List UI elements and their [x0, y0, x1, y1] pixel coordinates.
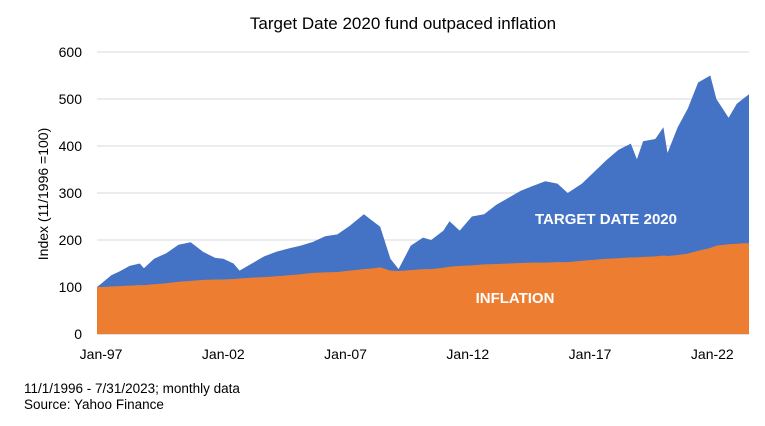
- series-areas: [97, 75, 749, 334]
- x-tick-label: Jan-12: [446, 346, 489, 362]
- y-tick-label: 500: [59, 91, 83, 107]
- x-tick-label: Jan-22: [691, 346, 734, 362]
- series-area-inflation: [97, 243, 749, 334]
- series-label-inflation: INFLATION: [476, 290, 555, 307]
- x-tick-label: Jan-97: [80, 346, 123, 362]
- y-tick-label: 300: [59, 185, 83, 201]
- y-tick-label: 400: [59, 138, 83, 154]
- x-axis-ticks: Jan-97 Jan-02 Jan-07 Jan-12 Jan-17 Jan-22: [80, 346, 734, 362]
- x-tick-label: Jan-07: [324, 346, 367, 362]
- y-tick-label: 100: [59, 279, 83, 295]
- y-tick-label: 200: [59, 232, 83, 248]
- y-tick-label: 600: [59, 44, 83, 60]
- y-axis-title: Index (11/1996 =100): [35, 128, 51, 260]
- y-axis-ticks: 0 100 200 300 400 500 600: [59, 44, 83, 342]
- footnotes: 11/1/1996 - 7/31/2023; monthly data Sour…: [24, 381, 240, 413]
- x-tick-label: Jan-02: [202, 346, 245, 362]
- series-label-target-date: TARGET DATE 2020: [535, 211, 677, 228]
- chart-title: Target Date 2020 fund outpaced inflation: [250, 14, 556, 33]
- date-range-note: 11/1/1996 - 7/31/2023; monthly data: [24, 381, 240, 396]
- y-tick-label: 0: [74, 326, 82, 342]
- source-note: Source: Yahoo Finance: [24, 397, 164, 412]
- chart-area: Target Date 2020 fund outpaced inflation…: [35, 14, 749, 362]
- x-tick-label: Jan-17: [569, 346, 612, 362]
